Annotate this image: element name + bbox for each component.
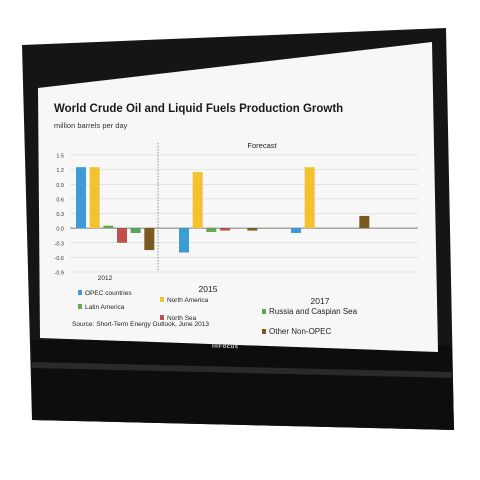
x-tick-label-2012: 2012 — [98, 275, 113, 282]
legend-label: Russia and Caspian Sea — [269, 307, 358, 316]
bar-other-non-opec-2017 — [359, 215, 370, 229]
bar-opec-countries-2017 — [291, 228, 301, 233]
source-note: Source: Short-Term Energy Outlook, June … — [72, 321, 209, 328]
legend-swatch — [78, 304, 82, 309]
bar-russia-and-caspian-sea-2012 — [130, 228, 141, 233]
x-tick-label-2015: 2015 — [199, 284, 218, 294]
legend-swatch — [262, 309, 266, 314]
bar-north-sea-2012 — [117, 228, 127, 243]
bar-latin-america-2012 — [103, 225, 114, 229]
legend-label: Other Non-OPEC — [269, 327, 331, 336]
bar-north-america-2017 — [304, 167, 315, 229]
brand-logo: InFocus — [212, 343, 239, 351]
bar-other-non-opec-2012 — [144, 228, 155, 251]
y-tick-label: 0.3 — [56, 212, 64, 218]
legend-label: North Sea — [167, 315, 197, 322]
x-tick-label-2017: 2017 — [311, 296, 330, 306]
forecast-label: Forecast — [247, 141, 277, 150]
y-tick-label: 0.9 — [56, 183, 64, 189]
legend-label: North America — [167, 297, 209, 304]
bar-north-america-2015 — [192, 172, 203, 229]
monitor-reflection — [32, 362, 452, 378]
legend-label: Latin America — [85, 304, 125, 311]
bar-latin-america-2015 — [206, 228, 217, 233]
bar-opec-countries-2015 — [179, 228, 189, 253]
legend-swatch — [160, 315, 164, 320]
y-tick-label: -0.9 — [55, 271, 64, 277]
bar-north-america-2012 — [89, 167, 100, 229]
bar-opec-countries-2012 — [76, 167, 86, 229]
y-tick-label: 0.6 — [56, 197, 64, 203]
legend-swatch — [262, 329, 266, 334]
y-tick-label: -0.3 — [55, 241, 64, 247]
bar-north-sea-2015 — [220, 228, 230, 231]
screen — [38, 42, 438, 352]
monitor-bottom-bar — [32, 340, 454, 430]
y-tick-label: 0.0 — [56, 227, 64, 233]
y-axis-label: million barrels per day — [54, 121, 128, 130]
y-tick-label: 1.2 — [56, 168, 64, 174]
y-tick-label: -0.6 — [55, 256, 64, 262]
legend-label: OPEC countries — [85, 290, 132, 297]
legend-swatch — [78, 290, 82, 295]
bar-other-non-opec-2015 — [247, 228, 258, 231]
legend-swatch — [160, 297, 164, 302]
y-tick-label: 1.5 — [56, 154, 64, 160]
chart-title: World Crude Oil and Liquid Fuels Product… — [54, 103, 343, 115]
